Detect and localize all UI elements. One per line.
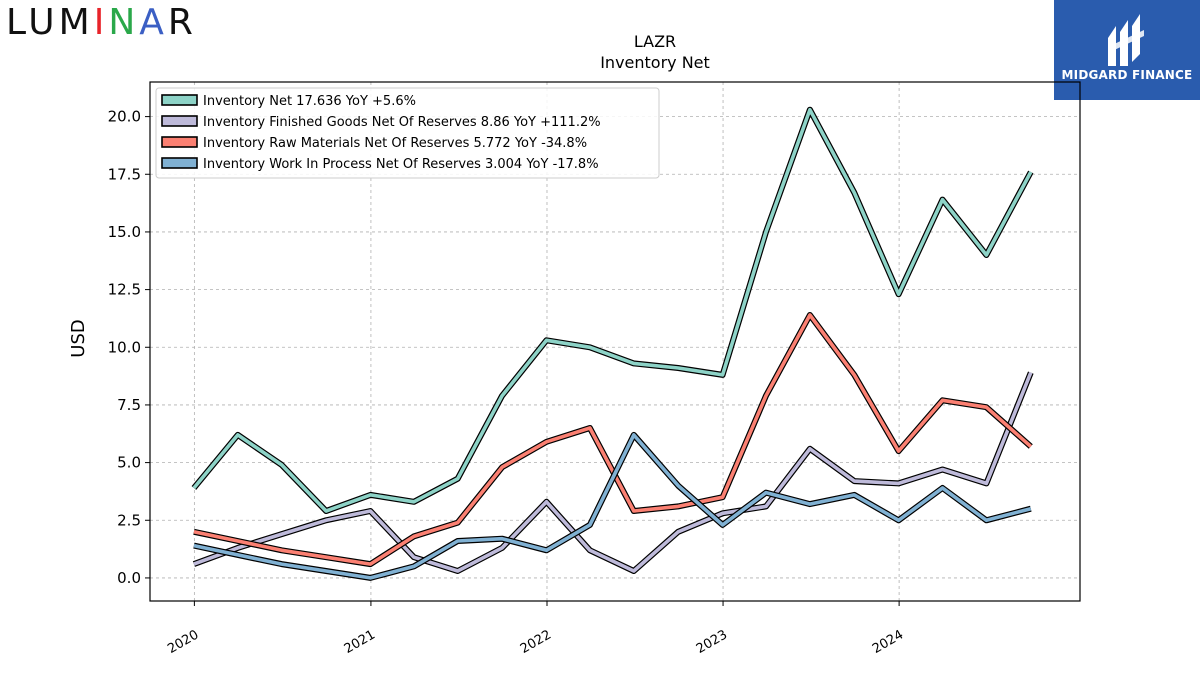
- y-tick-label: 15.0: [108, 223, 141, 241]
- legend-box: [155, 87, 660, 179]
- x-tick-label: 2021: [342, 627, 378, 657]
- series-line: [193, 371, 1033, 573]
- legend-label: Inventory Finished Goods Net Of Reserves…: [203, 115, 601, 130]
- logo-part-3: N: [108, 2, 140, 43]
- logo-part-4: A: [139, 2, 168, 43]
- brand-logo: LUMINAR: [6, 2, 197, 43]
- midgard-finance-badge: MIDGARD FINANCE: [1054, 0, 1200, 100]
- legend-swatch: [161, 94, 198, 106]
- legend-swatch: [161, 157, 198, 169]
- y-axis-label: USD: [68, 319, 89, 357]
- series-3: [193, 312, 1033, 568]
- legend-swatch: [161, 115, 198, 127]
- series-line: [193, 313, 1032, 566]
- legend-label: Inventory Net 17.636 YoY +5.6%: [203, 94, 416, 109]
- chart-title: LAZR: [634, 32, 676, 51]
- series-lines: [191, 106, 1034, 581]
- series-line: [193, 433, 1032, 580]
- series-1: [191, 106, 1034, 514]
- y-tick-label: 12.5: [108, 281, 141, 299]
- series-2: [192, 371, 1034, 574]
- y-tick-label: 7.5: [117, 396, 141, 414]
- y-tick-label: 5.0: [117, 454, 141, 472]
- y-tick-label: 0.0: [117, 569, 141, 587]
- axis-ticks: 0.0 2.5 5.0 7.5 10.0 12.5 15.0 17.5 20.0 2020 2021…: [108, 108, 907, 657]
- x-tick-label: 2022: [518, 627, 554, 657]
- y-tick-label: 20.0: [108, 108, 141, 126]
- y-tick-label: 17.5: [108, 165, 141, 183]
- y-tick-label: 2.5: [117, 511, 141, 529]
- legend-swatch: [161, 136, 198, 148]
- legend-label: Inventory Work In Process Net Of Reserve…: [203, 157, 599, 172]
- x-tick-label: 2023: [694, 627, 730, 657]
- series-line: [192, 107, 1033, 513]
- series-4: [193, 431, 1032, 581]
- badge-label: MIDGARD FINANCE: [1061, 68, 1193, 82]
- legend: Inventory Net 17.636 YoY +5.6% Inventory …: [155, 87, 660, 179]
- chart-subtitle: Inventory Net: [600, 53, 710, 72]
- logo-part-5: R: [167, 2, 197, 43]
- logo-part-1: LUM: [6, 2, 94, 43]
- x-tick-label: 2024: [870, 627, 906, 657]
- legend-label: Inventory Raw Materials Net Of Reserves …: [203, 136, 587, 151]
- logo-part-2: I: [93, 2, 109, 43]
- midgard-emblem-icon: [1108, 14, 1144, 66]
- plot-frame: [149, 81, 1081, 602]
- y-tick-label: 10.0: [108, 338, 141, 356]
- x-tick-label: 2020: [165, 627, 201, 657]
